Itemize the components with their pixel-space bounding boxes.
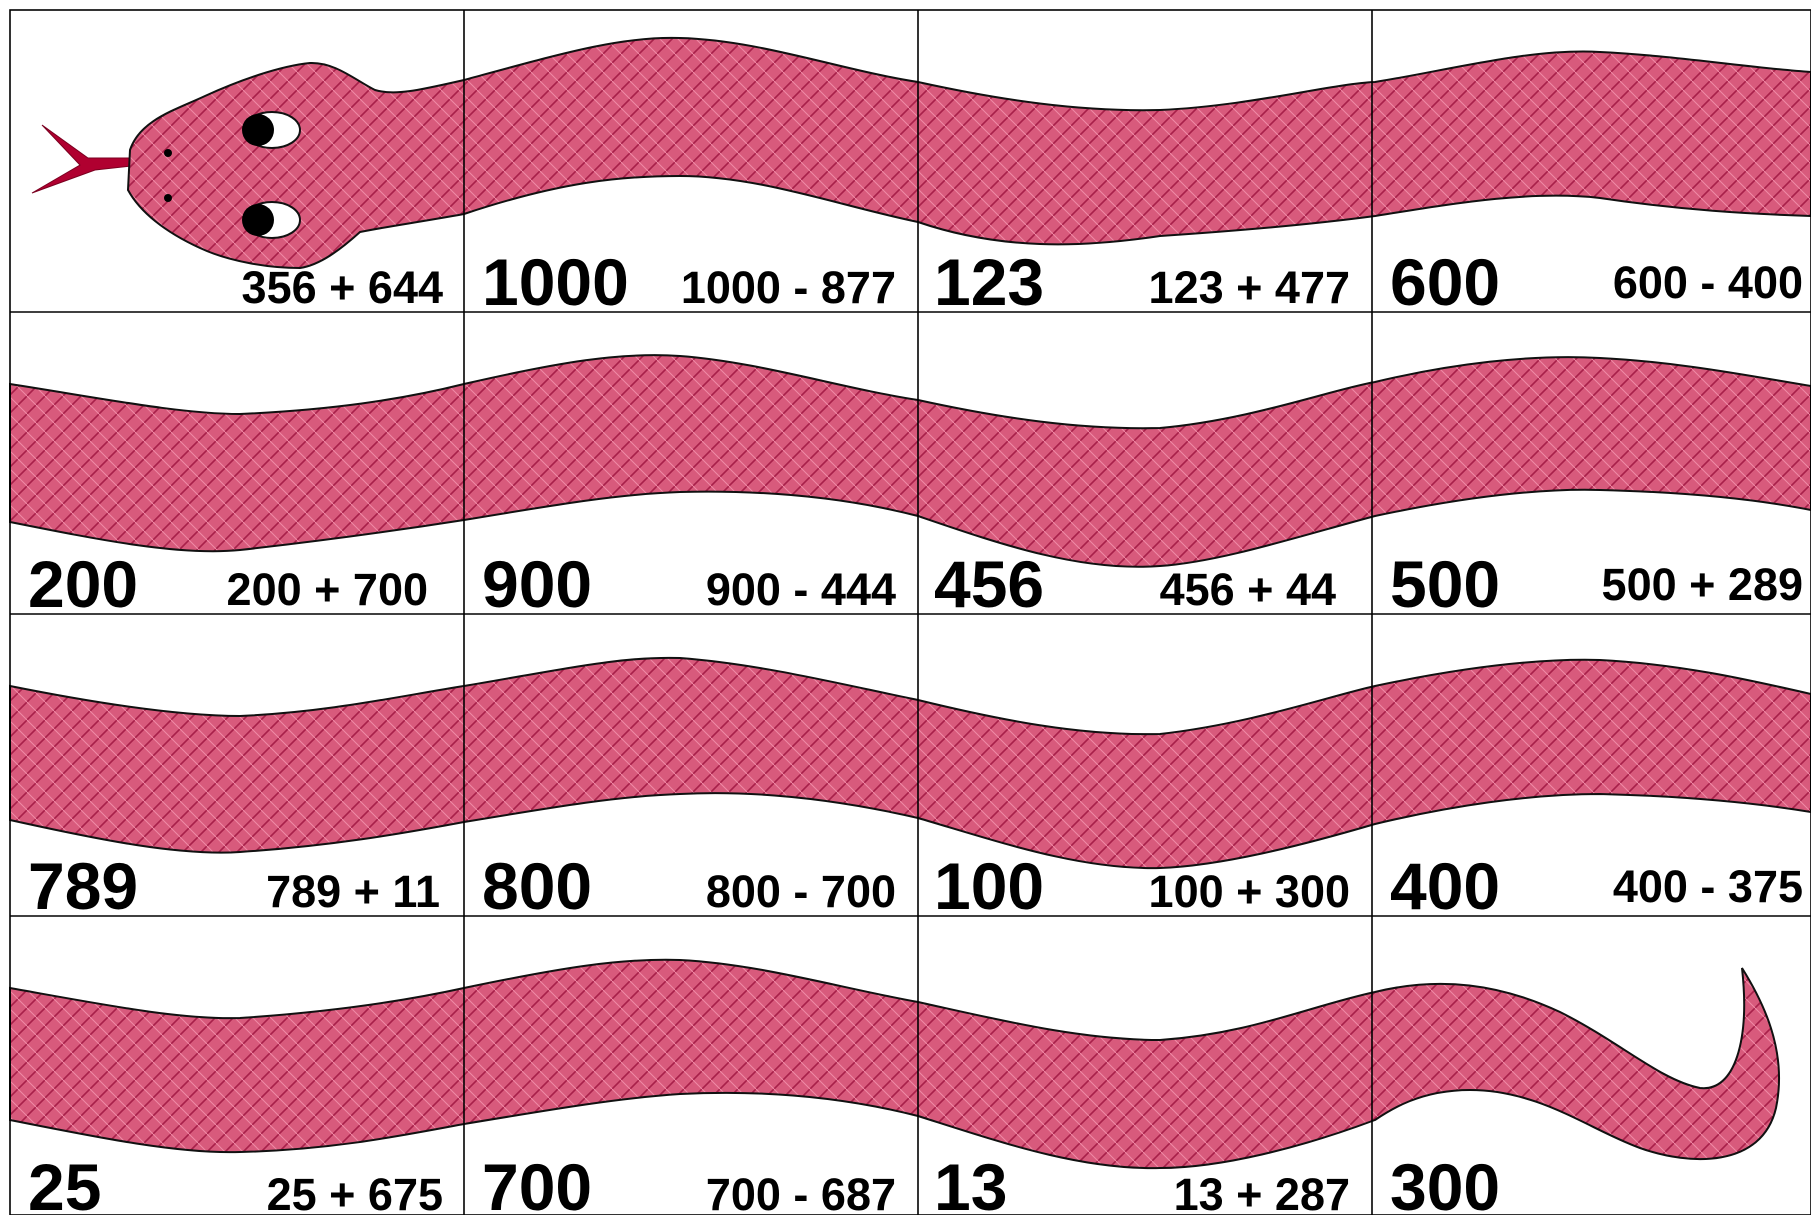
snake-nostril xyxy=(164,194,172,202)
domino-card[interactable]: 356 + 644 xyxy=(242,262,443,313)
snake-head-body xyxy=(126,36,1811,270)
card-answer: 900 xyxy=(482,547,592,621)
card-problem: 200 + 700 xyxy=(227,564,428,615)
card-answer: 100 xyxy=(934,849,1044,923)
card-answer: 400 xyxy=(1390,849,1500,923)
snake-tail-segment xyxy=(9,958,1781,1170)
card-problem: 600 - 400 xyxy=(1613,257,1803,308)
card-answer: 600 xyxy=(1390,245,1500,319)
card-problem: 1000 - 877 xyxy=(681,262,896,313)
card-answer: 500 xyxy=(1390,547,1500,621)
card-problem: 900 - 444 xyxy=(706,564,896,615)
card-answer: 13 xyxy=(934,1150,1007,1215)
domino-card[interactable]: 400 400 - 375 xyxy=(1390,849,1803,923)
snake-segment-row-3 xyxy=(9,656,1811,870)
card-answer: 700 xyxy=(482,1150,592,1215)
card-problem: 100 + 300 xyxy=(1149,866,1350,917)
card-problem: 800 - 700 xyxy=(706,866,896,917)
card-problem: 356 + 644 xyxy=(242,262,443,313)
snake-pupil xyxy=(242,204,274,236)
domino-card[interactable]: 500 500 + 289 xyxy=(1390,547,1803,621)
card-problem: 123 + 477 xyxy=(1149,262,1350,313)
card-problem: 789 + 11 xyxy=(266,866,440,917)
card-problem: 456 + 44 xyxy=(1160,564,1336,615)
domino-card[interactable]: 100 100 + 300 xyxy=(934,849,1350,923)
domino-card[interactable]: 200 200 + 700 xyxy=(28,547,428,621)
card-problem: 700 - 687 xyxy=(706,1169,896,1215)
domino-card[interactable]: 789 789 + 11 xyxy=(28,849,440,923)
domino-card[interactable]: 600 600 - 400 xyxy=(1390,245,1803,319)
snake-tongue xyxy=(31,124,133,194)
card-answer: 200 xyxy=(28,547,138,621)
grid-border xyxy=(9,9,1811,1215)
domino-card[interactable]: 25 25 + 675 xyxy=(28,1150,443,1215)
card-answer: 300 xyxy=(1390,1150,1500,1215)
snake-segment-row-2 xyxy=(9,354,1811,568)
card-answer: 25 xyxy=(28,1150,101,1215)
domino-card[interactable]: 123 123 + 477 xyxy=(934,245,1350,319)
domino-card[interactable]: 300 xyxy=(1390,1150,1500,1215)
card-answer: 800 xyxy=(482,849,592,923)
domino-card[interactable]: 700 700 - 687 xyxy=(482,1150,896,1215)
snake-segment-row-1 xyxy=(31,36,1811,270)
domino-card[interactable]: 800 800 - 700 xyxy=(482,849,896,923)
domino-card[interactable]: 13 13 + 287 xyxy=(934,1150,1350,1215)
card-problem: 400 - 375 xyxy=(1613,861,1803,912)
snake-nostril xyxy=(164,149,172,157)
card-problem: 500 + 289 xyxy=(1602,559,1803,610)
card-grid xyxy=(9,9,1811,1215)
card-answer: 123 xyxy=(934,245,1044,319)
domino-card[interactable]: 1000 1000 - 877 xyxy=(482,245,896,319)
card-answer: 1000 xyxy=(482,245,629,319)
card-problem: 25 + 675 xyxy=(267,1169,443,1215)
snake-pupil xyxy=(242,114,274,146)
domino-card[interactable]: 900 900 - 444 xyxy=(482,547,896,621)
domino-card[interactable]: 456 456 + 44 xyxy=(934,547,1336,621)
card-answer: 456 xyxy=(934,547,1044,621)
card-answer: 789 xyxy=(28,849,138,923)
card-problem: 13 + 287 xyxy=(1174,1169,1350,1215)
